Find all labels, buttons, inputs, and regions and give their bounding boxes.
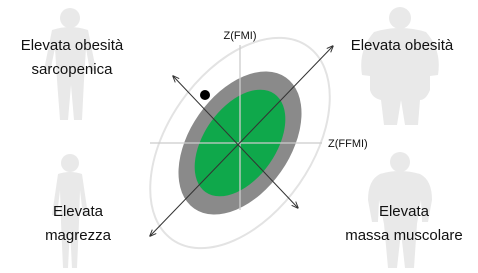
quadrant-label: Elevata obesità — [21, 37, 124, 54]
y-axis-label: Z(FMI) — [224, 30, 257, 42]
silhouette-top-right — [361, 7, 439, 125]
quadrant-label: Elevata — [53, 203, 104, 220]
quadrant-label: Elevata — [379, 203, 430, 220]
data-point — [200, 90, 210, 100]
quadrant-label: massa muscolare — [345, 227, 463, 244]
diagonal-arrow — [150, 46, 333, 236]
quadrant-label: magrezza — [45, 227, 112, 244]
x-axis-label: Z(FFMI) — [328, 138, 368, 150]
quadrant-label: Elevata obesità — [351, 37, 454, 54]
quadrant-label: sarcopenica — [32, 61, 114, 78]
diagram: Z(FMI) Z(FFMI) Elevata obesità sarcopeni… — [0, 0, 478, 273]
